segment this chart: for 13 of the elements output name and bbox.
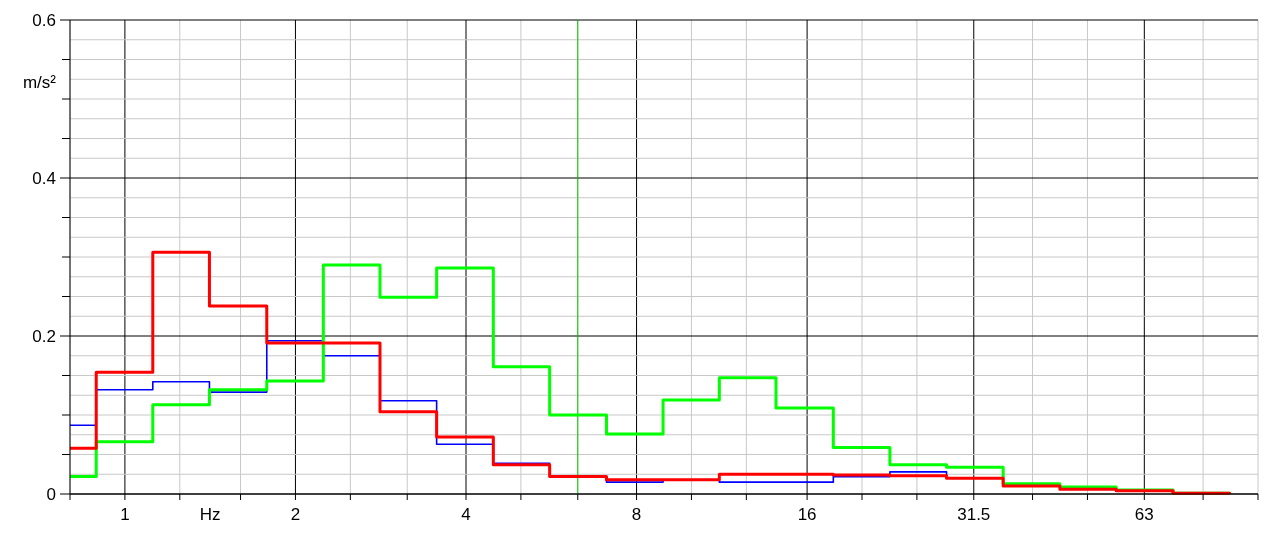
- x-tick-label: 4: [461, 505, 471, 524]
- x-axis-title: Hz: [199, 505, 221, 524]
- y-axis-title: m/s²: [22, 72, 57, 92]
- x-tick-label: 16: [797, 505, 817, 524]
- y-tick-label: 0.2: [32, 326, 56, 346]
- x-tick-label: 31.5: [957, 505, 991, 524]
- x-tick-label: 1: [120, 505, 130, 524]
- x-tick-label: 2: [290, 505, 301, 524]
- x-tick-label: 8: [631, 505, 642, 524]
- x-tick-label: 63: [1134, 505, 1154, 524]
- y-tick-label: 0.4: [32, 168, 56, 188]
- y-tick-label: 0.6: [32, 10, 56, 30]
- y-tick-label: 0: [46, 484, 56, 504]
